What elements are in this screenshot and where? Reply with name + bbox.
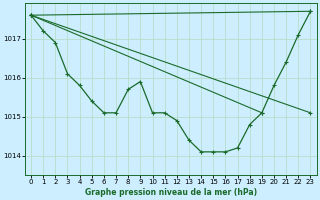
X-axis label: Graphe pression niveau de la mer (hPa): Graphe pression niveau de la mer (hPa) (85, 188, 257, 197)
